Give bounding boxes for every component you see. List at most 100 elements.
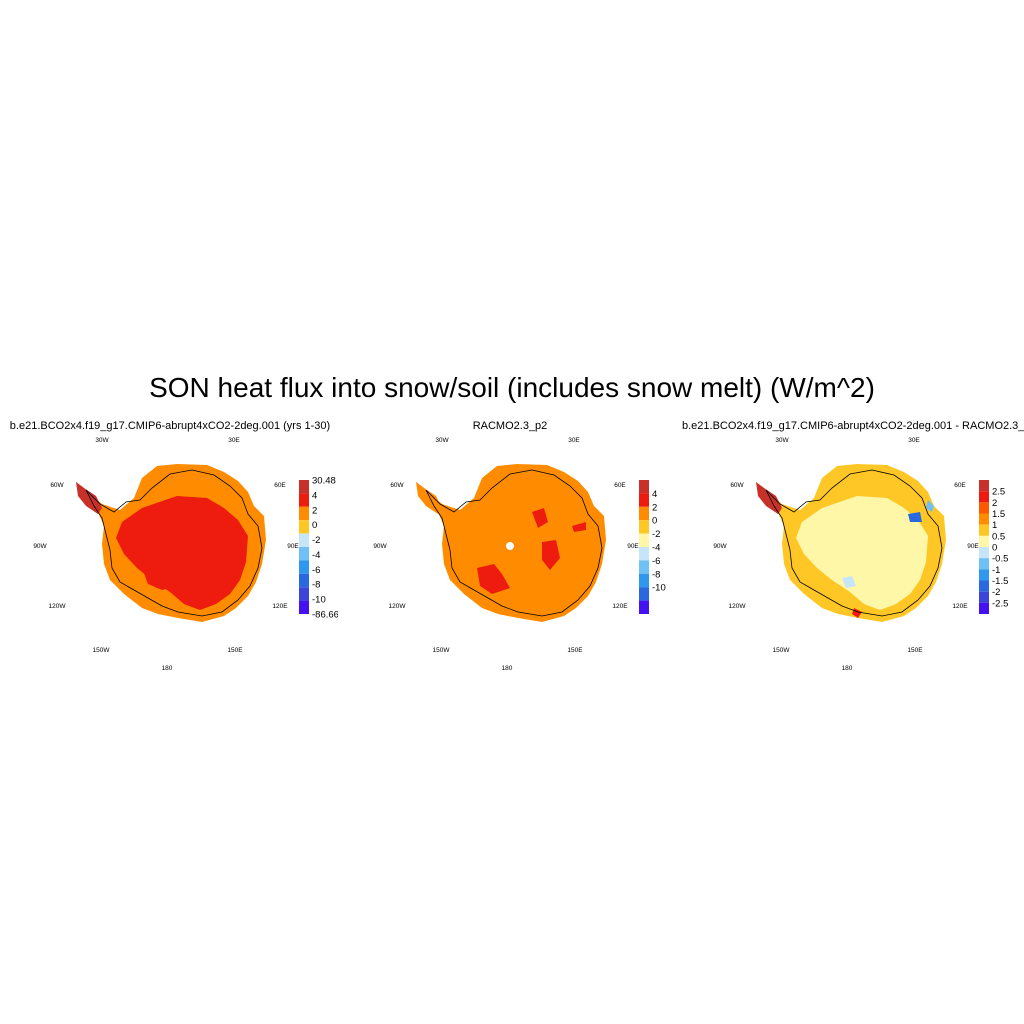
colorbar-swatch <box>979 480 989 492</box>
longitude-label: 30E <box>908 437 920 444</box>
colorbar-label: -2 <box>992 587 1000 598</box>
panel-model: b.e21.BCO2x4.f19_g17.CMIP6-abrupt4xCO2-2… <box>2 418 338 678</box>
colorbar-label: -2.5 <box>992 598 1008 609</box>
coastline <box>85 469 263 617</box>
colorbar-label: -2 <box>652 529 660 540</box>
colorbar-swatch <box>979 547 989 559</box>
colorbar-swatch <box>979 502 989 514</box>
colorbar: 2.521.510.50-0.5-1-1.5-2-2.5 <box>979 480 1008 614</box>
colorbar-label: 30.48 <box>312 476 336 487</box>
colorbar-swatch <box>639 600 649 614</box>
colorbar-swatch <box>979 535 989 547</box>
longitude-label: 60W <box>50 482 64 489</box>
longitude-label: 30W <box>95 437 109 444</box>
colorbar-swatch <box>979 558 989 570</box>
coastal-patch <box>572 522 586 532</box>
colorbar-swatch <box>299 533 309 547</box>
colorbar-swatch <box>979 580 989 592</box>
colorbar-label: -10 <box>652 583 666 594</box>
colorbar-label: 2 <box>652 502 657 513</box>
longitude-label: 90E <box>627 543 639 550</box>
colorbar-swatch <box>979 524 989 536</box>
colorbar-swatch <box>299 587 309 601</box>
difference-patch <box>842 536 860 554</box>
antarctic-peninsula <box>76 482 102 514</box>
longitude-label: 60W <box>390 482 404 489</box>
colorbar-swatch <box>639 493 649 507</box>
colorbar-swatch <box>639 480 649 494</box>
colorbar-swatch <box>639 587 649 601</box>
colorbar-label: -10 <box>312 595 326 606</box>
colorbar-label: 2 <box>992 498 997 509</box>
longitude-label: 180 <box>162 665 173 672</box>
inland-patch <box>532 508 548 528</box>
longitude-label: 60E <box>274 482 286 489</box>
longitude-label: 60E <box>954 482 966 489</box>
antarctic-map: 30W 30E 60W 60E 90W 90E 120W 120E 150W 150E 180 4 2 0… <box>373 437 666 672</box>
longitude-label: 180 <box>502 665 513 672</box>
difference-patch <box>908 512 922 522</box>
colorbar-swatch <box>979 602 989 614</box>
colorbar-label: -6 <box>312 565 320 576</box>
antarctic-map: 30W 30E 60W 60E 90W 90E 120W 120E 150W 150E 180 30.… <box>33 437 338 672</box>
colorbar-label: 4 <box>312 490 317 501</box>
longitude-label: 150W <box>93 647 111 654</box>
colorbar-label: 1 <box>992 520 997 531</box>
colorbar-swatch <box>979 591 989 603</box>
colorbar-label: -4 <box>652 543 660 554</box>
longitude-label: 90E <box>967 543 979 550</box>
ross-region <box>142 558 178 590</box>
colorbar-swatch <box>299 573 309 588</box>
panel-title: b.e21.BCO2x4.f19_g17.CMIP6-abrupt4xCO2-2… <box>9 420 331 432</box>
longitude-label: 90W <box>373 543 387 550</box>
antarctic-peninsula <box>756 482 782 514</box>
colorbar-label: 0.5 <box>992 531 1005 542</box>
colorbar-label: -2 <box>312 535 320 546</box>
longitude-label: 120W <box>389 603 407 610</box>
longitude-label: 30E <box>568 437 580 444</box>
difference-patch <box>926 500 934 512</box>
antarctic-peninsula <box>416 482 442 514</box>
longitude-label: 120E <box>272 603 288 610</box>
high-flux-region <box>116 496 248 610</box>
colorbar-label: 0 <box>312 520 317 531</box>
colorbar-swatch <box>299 493 309 507</box>
panel-title: RACMO2.3_p2 <box>472 420 548 432</box>
colorbar-label: -8 <box>652 569 660 580</box>
colorbar-swatch <box>299 480 309 494</box>
panel-difference: b.e21.BCO2x4.f19_g17.CMIP6-abrupt4xCO2-2… <box>682 418 1024 678</box>
longitude-label: 120W <box>49 603 67 610</box>
difference-patch <box>842 576 856 588</box>
colorbar-label: -8 <box>312 580 320 591</box>
colorbar-swatch <box>639 547 649 561</box>
colorbar-label: -4 <box>312 550 320 561</box>
colorbar-swatch <box>639 520 649 534</box>
longitude-label: 120E <box>612 603 628 610</box>
colorbar-label: 0 <box>992 543 997 554</box>
panel-racmo: RACMO2.3_p2 30W 30E 60W 60E 90W 90E 120W 120E 15… <box>342 418 678 678</box>
longitude-label: 60W <box>730 482 744 489</box>
panel-title: b.e21.BCO2x4.f19_g17.CMIP6-abrupt4xCO2-2… <box>682 420 1024 432</box>
longitude-label: 90E <box>287 543 299 550</box>
colorbar-swatch <box>639 533 649 547</box>
longitude-label: 30W <box>435 437 449 444</box>
ross-region <box>477 564 510 594</box>
colorbar-swatch <box>979 491 989 503</box>
colorbar-swatch <box>639 573 649 588</box>
colorbar-swatch <box>639 560 649 574</box>
longitude-label: 120W <box>729 603 747 610</box>
longitude-label: 60E <box>614 482 626 489</box>
longitude-label: 150W <box>433 647 451 654</box>
antarctic-map: 30W 30E 60W 60E 90W 90E 120W 120E 150W 150E 180 2.5… <box>713 437 1008 672</box>
longitude-label: 150E <box>907 647 923 654</box>
colorbar-label: 2.5 <box>992 487 1005 498</box>
colorbar-swatch <box>299 600 309 614</box>
colorbar-swatch <box>299 506 309 521</box>
coastline <box>765 469 943 617</box>
colorbar-swatch <box>979 569 989 581</box>
longitude-label: 30E <box>228 437 240 444</box>
colorbar-swatch <box>639 506 649 521</box>
colorbar: 4 2 0 -2 -4 -6 -8 -10 <box>639 480 666 614</box>
figure-title: SON heat flux into snow/soil (includes s… <box>149 372 875 403</box>
longitude-label: 90W <box>33 543 47 550</box>
